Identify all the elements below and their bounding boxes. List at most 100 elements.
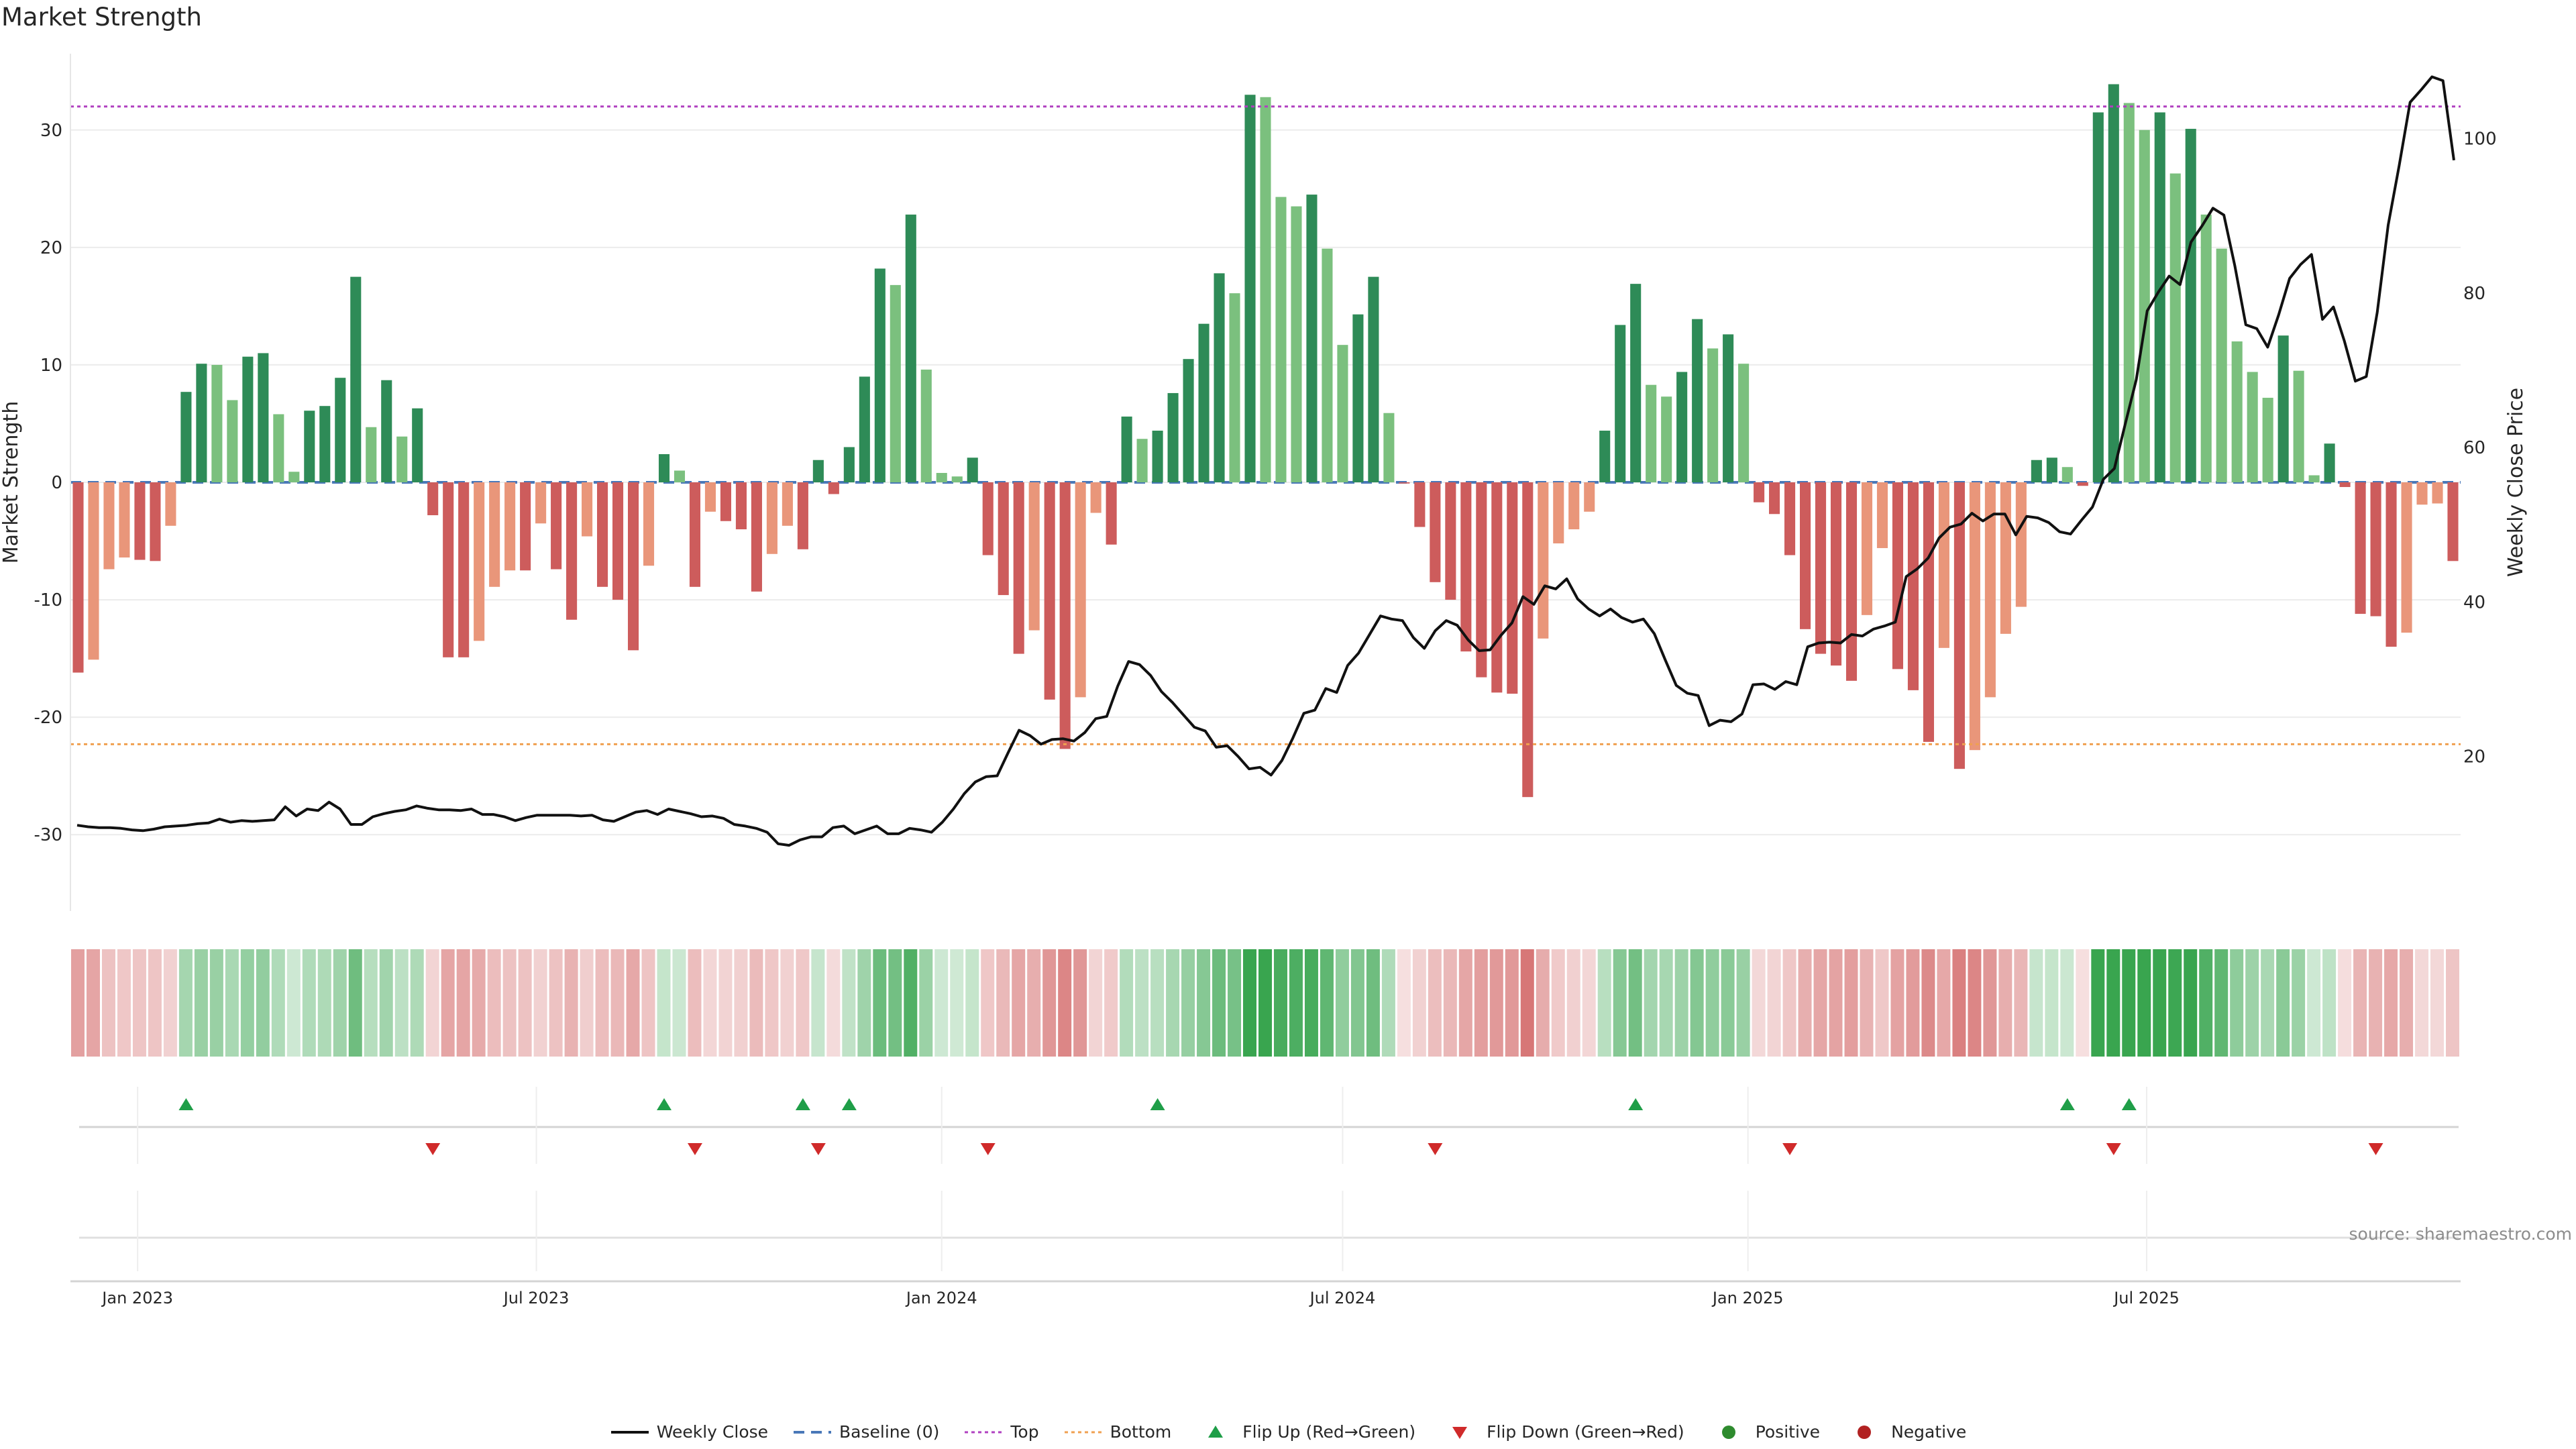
y2-tick-label: 20 (2463, 747, 2485, 767)
strength-bar (812, 460, 824, 482)
heat-cell (1952, 949, 1966, 1057)
heat-cell (1428, 949, 1442, 1057)
heat-cell (1875, 949, 1889, 1057)
strength-bar (335, 378, 346, 482)
strength-bar (103, 482, 115, 570)
heat-cell (148, 949, 162, 1057)
heat-cell (2384, 949, 2398, 1057)
strength-bar (2000, 482, 2011, 634)
heat-cell (2137, 949, 2151, 1057)
strength-bar (1568, 482, 1580, 530)
flip-up-marker (1150, 1098, 1165, 1110)
legend-label: Flip Down (Green→Red) (1487, 1422, 1684, 1442)
strength-bar (2262, 397, 2273, 482)
heat-cell (765, 949, 779, 1057)
y2-axis-label: Weekly Close Price (2504, 388, 2528, 577)
heat-cell (1628, 949, 1642, 1057)
heat-cell (2307, 949, 2321, 1057)
strength-bar (273, 414, 284, 482)
heat-cell (1181, 949, 1195, 1057)
strength-bar (1692, 319, 1703, 482)
strength-bar (1275, 197, 1287, 482)
strength-bar (2247, 372, 2258, 482)
heat-cell (996, 949, 1010, 1057)
heat-cell (2014, 949, 2028, 1057)
y2-tick-label: 100 (2463, 129, 2497, 150)
strength-bar (1260, 97, 1271, 483)
heat-cell (1505, 949, 1519, 1057)
strength-bar (150, 482, 161, 561)
heat-cell (2245, 949, 2259, 1057)
heat-cell (2214, 949, 2229, 1057)
strength-bar (582, 482, 593, 537)
strength-bar (412, 408, 423, 482)
heat-cell (1104, 949, 1118, 1057)
heat-cell (1027, 949, 1041, 1057)
strength-bar (2355, 482, 2366, 614)
strength-bar (1229, 293, 1240, 482)
legend-item: Baseline (0) (792, 1422, 939, 1442)
strength-bar (1460, 482, 1472, 652)
heat-cell (2353, 949, 2367, 1057)
y2-tick-label: 80 (2463, 284, 2485, 304)
heat-cell (317, 949, 331, 1057)
strength-bar (1661, 396, 1672, 482)
heat-cell (256, 949, 270, 1057)
flip-up-marker (2121, 1098, 2137, 1110)
strength-bar (1769, 482, 1780, 515)
heat-cell (1197, 949, 1211, 1057)
heat-cell (2369, 949, 2383, 1057)
heat-cell (1458, 949, 1472, 1057)
heat-cell (1937, 949, 1951, 1057)
heat-cell (1597, 949, 1611, 1057)
strength-bar (1738, 364, 1750, 482)
heat-cell (2184, 949, 2198, 1057)
flip-up-marker (657, 1098, 672, 1110)
heat-cell (1736, 949, 1750, 1057)
strength-bar (1352, 314, 1364, 482)
strength-bar (1507, 482, 1518, 694)
strength-bar (627, 482, 639, 651)
heat-cell (1289, 949, 1303, 1057)
heat-cell (472, 949, 486, 1057)
strength-bar (304, 411, 315, 482)
strength-bar (180, 392, 192, 482)
heat-cell (1042, 949, 1057, 1057)
strength-bar (489, 482, 500, 587)
y-tick-label: -20 (34, 708, 62, 728)
strength-bar (1522, 482, 1534, 798)
heat-cell (348, 949, 362, 1057)
legend: Weekly Close Baseline (0) Top Bottom Flip Up… (0, 1422, 2576, 1442)
heat-cell (2168, 949, 2182, 1057)
heat-cell (240, 949, 254, 1057)
legend-symbol-icon (1858, 1425, 1872, 1439)
heat-cell (86, 949, 100, 1057)
strength-bar (1676, 372, 1688, 482)
heat-cell (1752, 949, 1766, 1057)
heat-cell (919, 949, 933, 1057)
heat-cell (826, 949, 841, 1057)
strength-bar (751, 482, 762, 592)
heat-cell (1474, 949, 1488, 1057)
heat-cell (950, 949, 964, 1057)
y2-tick-label: 40 (2463, 592, 2485, 612)
x-tick-label: Jan 2025 (1711, 1289, 1784, 1307)
strength-bar (1815, 482, 1827, 654)
strength-bar (1167, 392, 1179, 482)
strength-bar (1028, 482, 1040, 631)
strength-bars (72, 84, 2459, 798)
strength-bar (951, 476, 963, 482)
heat-cell (1320, 949, 1334, 1057)
heat-cell (1243, 949, 1257, 1057)
strength-bar (2231, 341, 2243, 482)
strength-bar (1368, 276, 1379, 482)
legend-item: Top (963, 1422, 1039, 1442)
heat-cell (2153, 949, 2167, 1057)
heat-cell (718, 949, 733, 1057)
heat-cell (132, 949, 146, 1057)
heat-cell (1582, 949, 1596, 1057)
heat-cell (1397, 949, 1411, 1057)
heat-cell (703, 949, 717, 1057)
strength-bar (2185, 129, 2196, 483)
heat-cell (1983, 949, 1997, 1057)
